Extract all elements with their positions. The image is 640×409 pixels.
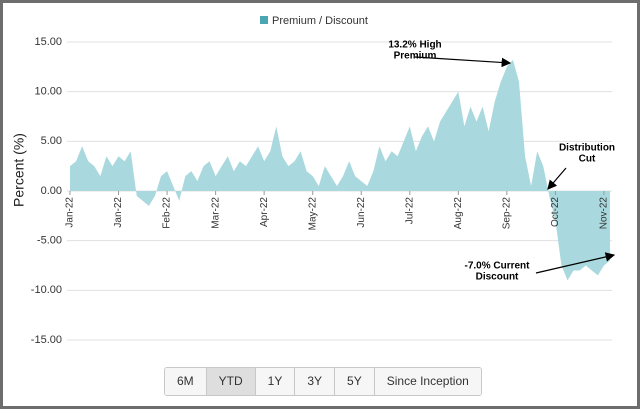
annotation: 13.2% High [388, 40, 441, 51]
annotation: Cut [579, 154, 596, 165]
annotation-arrow [414, 56, 512, 68]
x-tick-label: Jan-22 [65, 197, 76, 228]
range-button[interactable]: 5Y [335, 368, 375, 395]
range-button[interactable]: Since Inception [374, 368, 481, 395]
legend-label: Premium / Discount [272, 15, 368, 27]
x-tick-label: Apr-22 [259, 197, 270, 227]
x-tick-label: Jan-22 [113, 197, 124, 228]
y-axis-title: Percent (%) [11, 133, 27, 207]
annotation: Distribution [559, 143, 615, 154]
x-tick-label: Sep-22 [501, 197, 512, 230]
x-tick-label: Jul-22 [404, 197, 415, 225]
annotation: -7.0% Current [464, 261, 530, 272]
y-tick-label: 10.00 [34, 86, 62, 98]
range-selector: 6M YTD 1Y 3Y 5Y Since Inception [164, 367, 482, 396]
y-tick-label: -15.00 [31, 334, 62, 346]
annotation: Discount [476, 272, 519, 283]
range-button[interactable]: 3Y [295, 368, 336, 395]
legend-swatch [260, 16, 268, 24]
annotation: Premium [394, 51, 437, 62]
y-tick-label: -5.00 [37, 235, 62, 247]
y-tick-label: 0.00 [41, 185, 62, 197]
range-button[interactable]: YTD [206, 368, 256, 395]
x-tick-label: Jun-22 [356, 197, 367, 228]
range-button[interactable]: 1Y [255, 368, 296, 395]
x-tick-label: Feb-22 [162, 197, 173, 229]
annotation-arrow [535, 252, 616, 274]
range-button[interactable]: 6M [165, 368, 207, 395]
x-tick-label: Mar-22 [210, 197, 221, 229]
x-tick-label: Oct-22 [550, 197, 561, 227]
area [70, 59, 610, 281]
x-tick-label: Nov-22 [599, 197, 610, 230]
x-tick-label: May-22 [307, 197, 318, 231]
x-tick-label: Aug-22 [453, 197, 464, 230]
annotation-arrow [547, 167, 567, 190]
y-tick-label: -10.00 [31, 284, 62, 296]
y-tick-label: 15.00 [34, 36, 62, 48]
y-tick-label: 5.00 [41, 135, 62, 147]
